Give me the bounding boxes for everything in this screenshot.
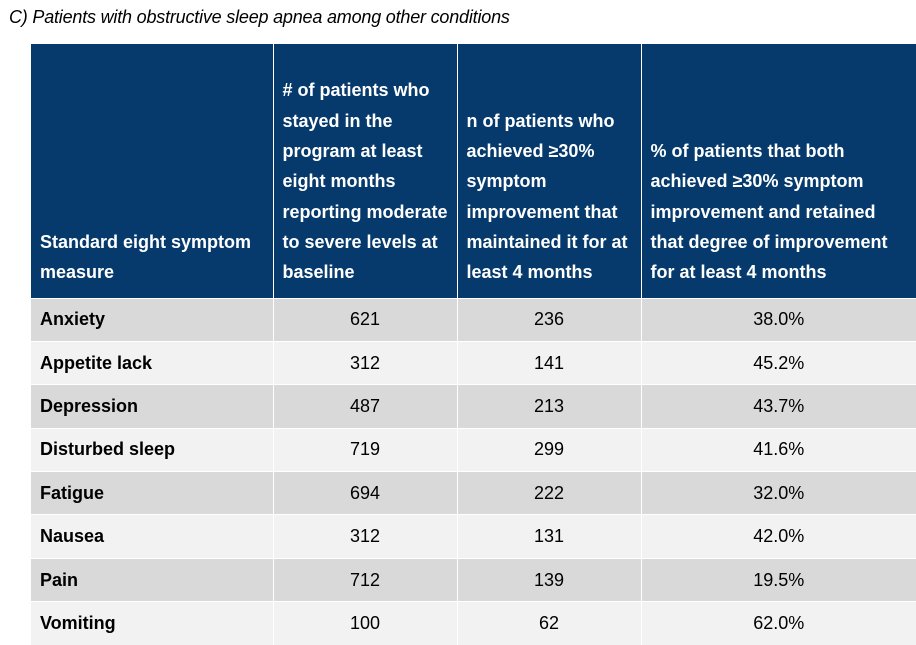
table-row: Appetite lack 312 141 45.2% <box>31 340 916 385</box>
cell-percent: 62.0% <box>640 601 916 645</box>
cell-measure: Depression <box>31 384 273 429</box>
cell-achieved: 213 <box>456 384 641 429</box>
table-row: Disturbed sleep 719 299 41.6% <box>31 427 916 472</box>
table-row: Nausea 312 131 42.0% <box>31 514 916 559</box>
cell-baseline: 712 <box>272 557 457 602</box>
cell-percent: 32.0% <box>640 471 916 515</box>
cell-measure: Pain <box>31 557 273 602</box>
cell-baseline: 100 <box>272 601 457 645</box>
cell-measure: Nausea <box>31 514 273 559</box>
cell-measure: Fatigue <box>31 471 273 515</box>
cell-percent: 41.6% <box>640 427 916 472</box>
cell-percent: 19.5% <box>640 557 916 602</box>
cell-percent: 38.0% <box>640 297 916 342</box>
cell-percent: 45.2% <box>640 340 916 385</box>
cell-measure: Vomiting <box>31 601 273 645</box>
symptom-table: Standard eight symptom measure # of pati… <box>31 44 916 645</box>
cell-achieved: 139 <box>456 557 641 602</box>
cell-baseline: 621 <box>272 297 457 342</box>
cell-percent: 43.7% <box>640 384 916 429</box>
header-baseline-count: # of patients who stayed in the program … <box>272 44 457 298</box>
table-row: Anxiety 621 236 38.0% <box>31 297 916 342</box>
table-row: Pain 712 139 19.5% <box>31 557 916 602</box>
cell-measure: Anxiety <box>31 297 273 342</box>
header-achieved-count: n of patients who achieved ≥30% symptom … <box>456 44 641 298</box>
cell-achieved: 62 <box>456 601 641 645</box>
cell-achieved: 141 <box>456 340 641 385</box>
cell-baseline: 312 <box>272 514 457 559</box>
cell-baseline: 487 <box>272 384 457 429</box>
cell-achieved: 131 <box>456 514 641 559</box>
header-percent: % of patients that both achieved ≥30% sy… <box>640 44 916 298</box>
cell-measure: Appetite lack <box>31 340 273 385</box>
cell-achieved: 299 <box>456 427 641 472</box>
table-caption: C) Patients with obstructive sleep apnea… <box>9 7 510 27</box>
cell-percent: 42.0% <box>640 514 916 559</box>
cell-measure: Disturbed sleep <box>31 427 273 472</box>
table-row: Vomiting 100 62 62.0% <box>31 601 916 645</box>
cell-baseline: 719 <box>272 427 457 472</box>
cell-baseline: 312 <box>272 340 457 385</box>
table-header-row: Standard eight symptom measure # of pati… <box>31 44 916 298</box>
header-symptom-measure: Standard eight symptom measure <box>31 44 273 298</box>
cell-baseline: 694 <box>272 471 457 515</box>
cell-achieved: 236 <box>456 297 641 342</box>
table-row: Depression 487 213 43.7% <box>31 384 916 429</box>
table-row: Fatigue 694 222 32.0% <box>31 471 916 515</box>
cell-achieved: 222 <box>456 471 641 515</box>
